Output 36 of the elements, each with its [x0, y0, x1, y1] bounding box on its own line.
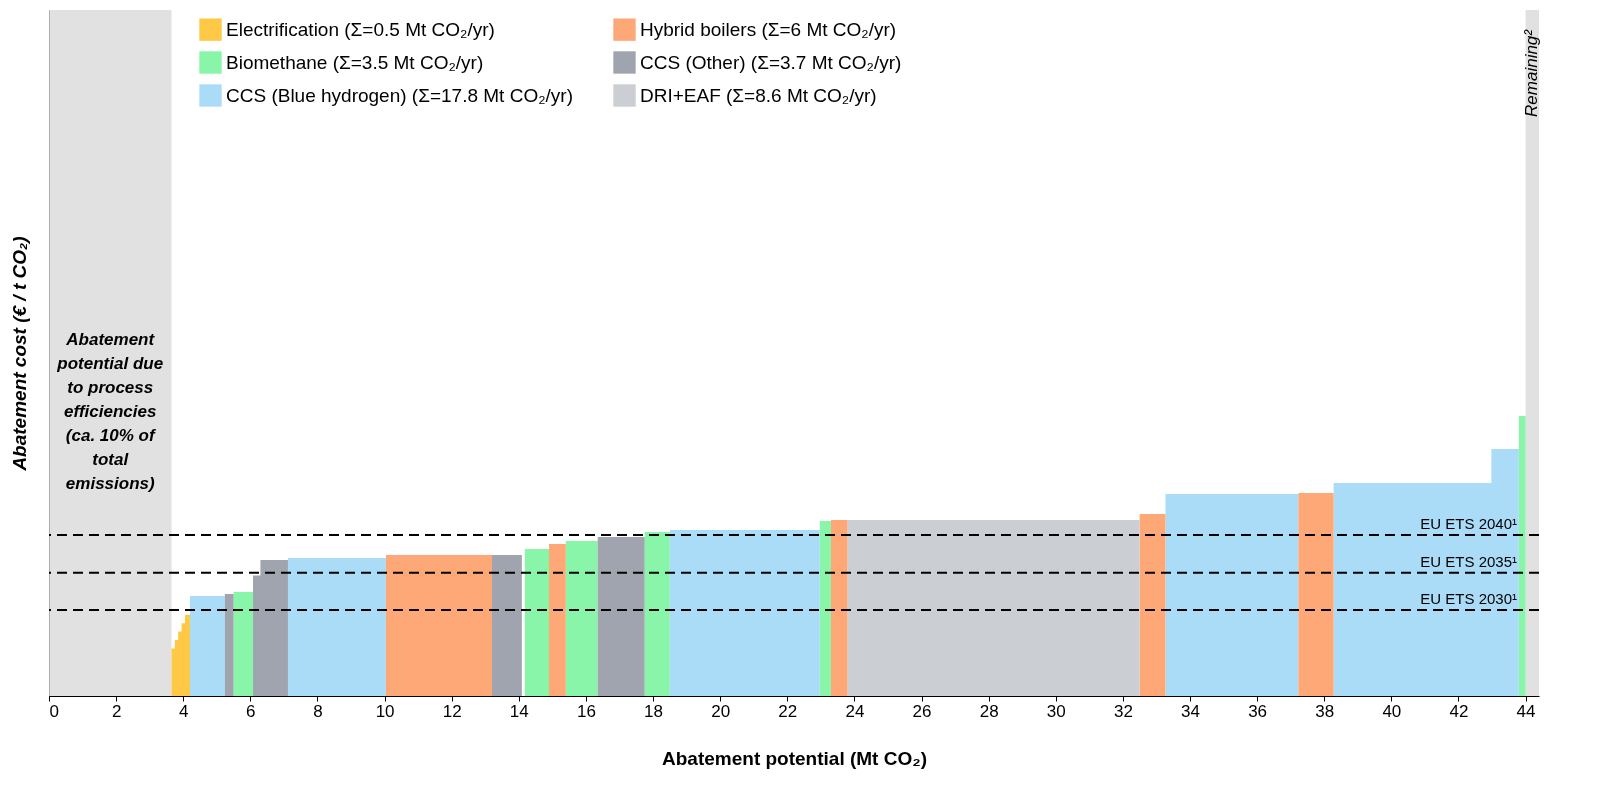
x-tick-label: 24 — [845, 701, 865, 721]
x-tick-label: 42 — [1449, 701, 1469, 721]
x-tick-label: 32 — [1113, 701, 1133, 721]
x-tick-label: 4 — [179, 701, 189, 721]
x-axis-title: Abatement potential (Mt CO₂) — [662, 747, 927, 769]
x-tick-label: 38 — [1315, 701, 1335, 721]
x-tick-label: 12 — [442, 701, 462, 721]
legend-label: DRI+EAF (Σ=8.6 Mt CO₂/yr) — [640, 84, 877, 106]
band-label: Abatement potential due to process efficiencies (ca. 10% of total emissions) — [56, 330, 164, 493]
x-tick-label: 28 — [979, 701, 999, 721]
y-axis-title: Abatement cost (€ / t CO₂) — [8, 236, 30, 472]
x-tick-label: 20 — [711, 701, 731, 721]
x-tick-label: 10 — [375, 701, 395, 721]
legend-label: Biomethane (Σ=3.5 Mt CO₂/yr) — [226, 51, 484, 73]
band-label: Remaining² — [1522, 28, 1542, 117]
x-tick-label: 14 — [509, 701, 529, 721]
x-tick-label: 36 — [1248, 701, 1268, 721]
x-tick-label: 16 — [576, 701, 596, 721]
x-tick-label: 22 — [778, 701, 798, 721]
x-tick-label: 40 — [1382, 701, 1402, 721]
legend-label: Electrification (Σ=0.5 Mt CO₂/yr) — [226, 18, 495, 40]
x-tick-label: 44 — [1516, 701, 1536, 721]
x-tick-label: 6 — [246, 701, 256, 721]
x-tick-label: 26 — [912, 701, 932, 721]
ref-line-label: EU ETS 2035¹ — [1420, 552, 1517, 570]
legend-label: CCS (Blue hydrogen) (Σ=17.8 Mt CO₂/yr) — [226, 84, 573, 106]
legend-label: CCS (Other) (Σ=3.7 Mt CO₂/yr) — [640, 51, 902, 73]
x-tick-label: 34 — [1181, 701, 1200, 721]
ref-line-label: EU ETS 2040¹ — [1420, 515, 1517, 532]
x-tick-label: 8 — [313, 701, 323, 721]
x-tick-label: 0 — [49, 701, 59, 721]
x-tick-label: 2 — [111, 701, 122, 721]
x-tick-label: 18 — [644, 701, 664, 721]
legend-label: Hybrid boilers (Σ=6 Mt CO₂/yr) — [640, 18, 897, 40]
ref-line-label: EU ETS 2030¹ — [1420, 590, 1517, 608]
x-tick-label: 30 — [1046, 701, 1066, 721]
